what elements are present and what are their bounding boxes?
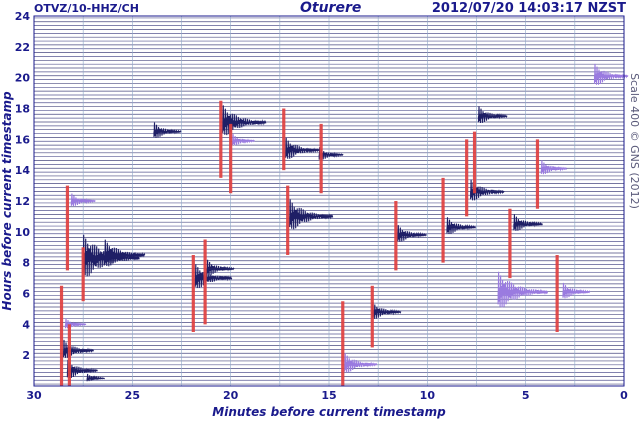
event-waveform xyxy=(562,282,591,299)
event-waveform xyxy=(371,302,402,319)
y-tick-label: 16 xyxy=(15,133,31,146)
scale-copyright-note: Scale 400 © GNS (2012) xyxy=(628,73,640,209)
event-waveform xyxy=(446,217,477,235)
event-waveform xyxy=(497,271,549,308)
x-tick-label: 0 xyxy=(620,389,628,402)
event-waveform xyxy=(70,193,96,207)
event-waveform xyxy=(397,225,427,242)
x-tick-label: 10 xyxy=(420,389,436,402)
x-tick-label: 15 xyxy=(321,389,336,402)
event-waveform xyxy=(344,352,378,373)
y-tick-label: 24 xyxy=(15,10,31,23)
event-waveform xyxy=(285,137,320,159)
x-axis-label: Minutes before current timestamp xyxy=(212,405,446,419)
y-tick-label: 18 xyxy=(15,103,30,116)
event-waveform xyxy=(513,214,543,231)
minute-gridlines xyxy=(33,16,625,386)
x-tick-label: 20 xyxy=(223,389,239,402)
event-waveform xyxy=(206,259,235,276)
y-axis-label: Hours before current timestamp xyxy=(0,91,14,311)
x-tick-labels: 30 25 20 15 10 5 0 xyxy=(26,389,628,402)
event-waveform xyxy=(86,373,105,382)
event-waveform xyxy=(153,122,182,138)
y-tick-label: 8 xyxy=(22,257,30,270)
event-waveform xyxy=(289,199,334,230)
event-markers xyxy=(59,100,559,386)
plot-frame xyxy=(33,15,625,387)
y-tick-label: 10 xyxy=(15,226,31,239)
station-label: OTVZ/10-HHZ/CH xyxy=(34,2,139,15)
y-tick-label: 6 xyxy=(22,288,30,301)
y-tick-label: 22 xyxy=(15,41,30,54)
event-waveform xyxy=(104,239,146,267)
event-waveform xyxy=(540,160,568,175)
x-tick-label: 30 xyxy=(26,389,42,402)
event-waveform xyxy=(593,63,629,85)
event-waveform xyxy=(222,105,267,136)
chart-title: Oturere xyxy=(300,0,362,16)
event-waveform xyxy=(232,134,255,146)
y-tick-label: 2 xyxy=(22,349,30,362)
y-tick-label: 12 xyxy=(15,195,30,208)
event-waveform xyxy=(318,147,344,160)
event-waveform xyxy=(194,264,233,289)
x-tick-label: 5 xyxy=(522,389,530,402)
event-waveform xyxy=(477,106,508,124)
y-tick-label: 4 xyxy=(22,318,30,331)
y-tick-label: 20 xyxy=(15,72,31,85)
event-waveforms xyxy=(62,63,629,382)
y-tick-label: 14 xyxy=(15,164,31,177)
event-waveform xyxy=(66,359,98,379)
x-tick-label: 25 xyxy=(125,389,140,402)
timestamp-label: 2012/07/20 14:03:17 NZST xyxy=(431,1,626,16)
